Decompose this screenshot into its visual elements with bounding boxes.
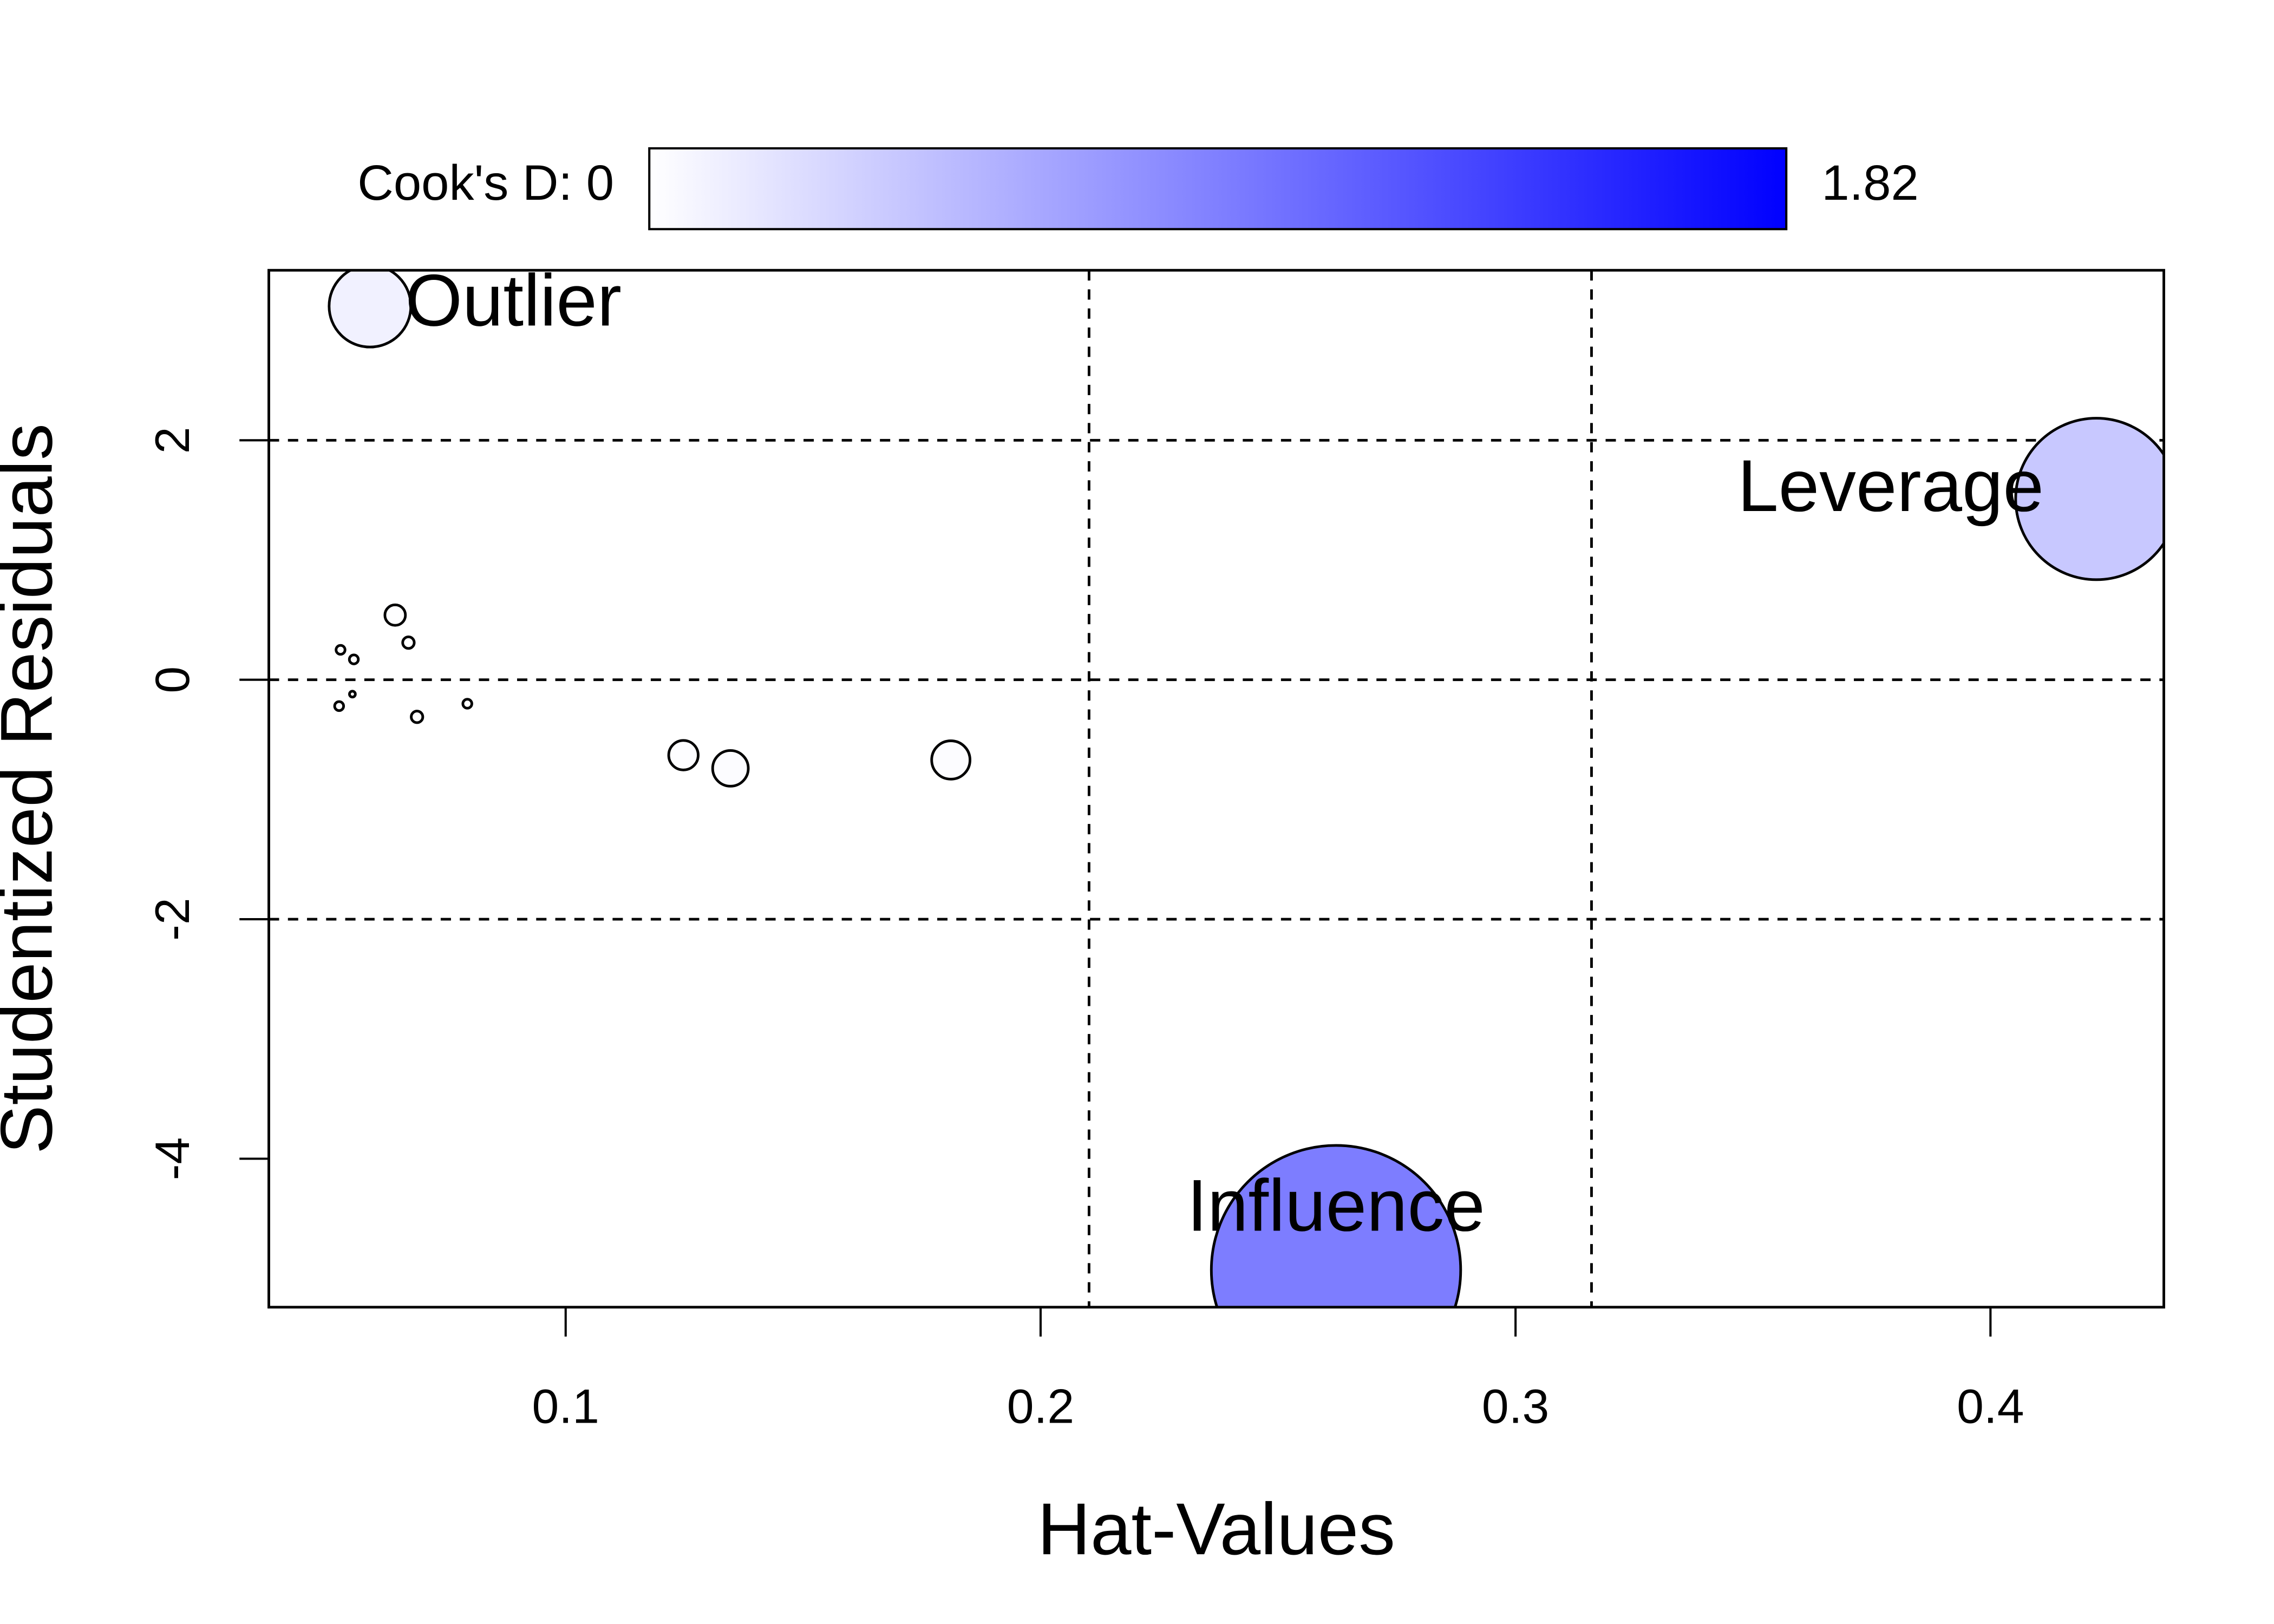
y-tick-label: 2	[145, 427, 199, 454]
bubble	[461, 698, 473, 710]
bubble	[383, 603, 407, 627]
bubble	[930, 739, 972, 781]
plot-frame	[267, 269, 2165, 1309]
colorbar	[648, 147, 1788, 231]
point-label: Outlier	[405, 259, 622, 341]
bubble	[667, 739, 700, 771]
colorbar-max-label: 1.82	[1821, 154, 1919, 211]
x-tick-label: 0.1	[532, 1379, 599, 1433]
bubble	[2014, 417, 2164, 581]
point-label: Leverage	[1737, 444, 2044, 527]
x-tick-label: 0.3	[1482, 1379, 1549, 1433]
bubble	[348, 690, 357, 699]
bubble	[348, 653, 360, 665]
x-axis-title: Hat-Values	[1037, 1488, 1395, 1570]
colorbar-min-label: Cook's D: 0	[357, 154, 614, 211]
y-tick-label: -2	[145, 898, 199, 941]
bubble	[1210, 1144, 1462, 1307]
y-tick-label: 0	[145, 666, 199, 693]
bubble	[333, 700, 345, 712]
bubble	[328, 270, 413, 349]
y-axis-title: Studentized Residuals	[0, 423, 68, 1154]
x-tick-label: 0.2	[1007, 1379, 1074, 1433]
bubble	[410, 710, 424, 724]
bubble	[711, 749, 750, 788]
y-tick-label: -4	[145, 1137, 199, 1181]
bubble	[335, 644, 347, 656]
x-tick-label: 0.4	[1957, 1379, 2024, 1433]
bubble	[401, 636, 416, 650]
point-label: Influence	[1187, 1164, 1485, 1246]
